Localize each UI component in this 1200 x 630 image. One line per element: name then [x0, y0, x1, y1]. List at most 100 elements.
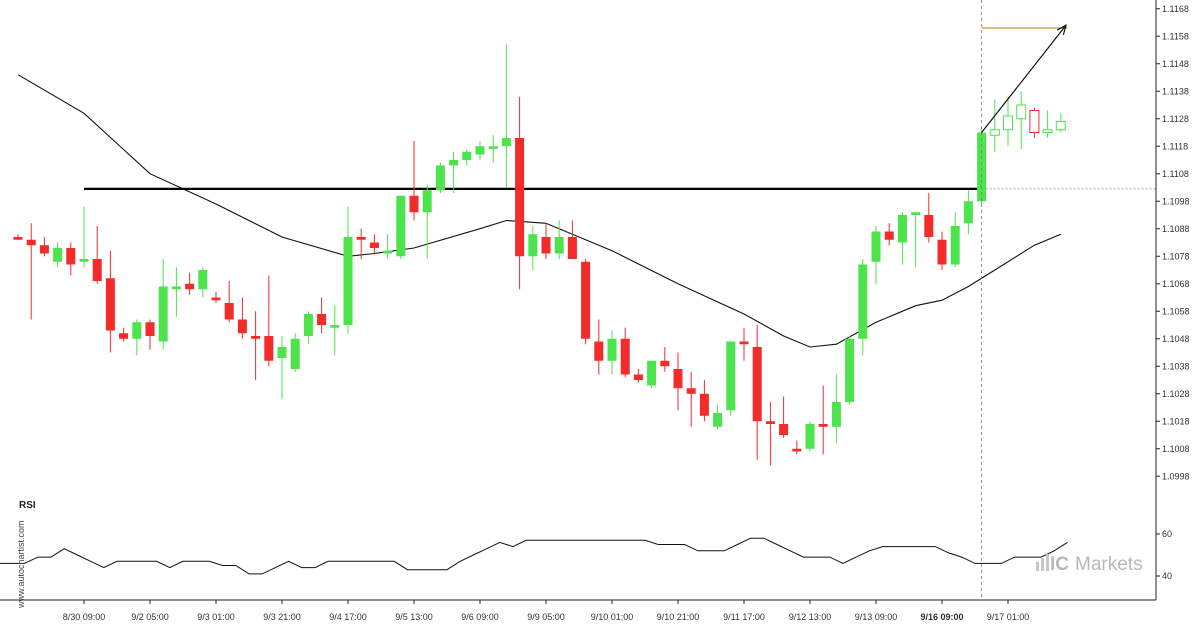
candle-body	[1029, 110, 1040, 133]
rsi-tick-label: 60	[1162, 529, 1172, 539]
candle-body	[713, 413, 723, 427]
price-tick-label: 1.1078	[1162, 251, 1190, 261]
candle-body	[303, 314, 313, 336]
candle-body	[488, 146, 498, 149]
moving-average-layer	[17, 74, 1062, 348]
candle	[145, 319, 155, 350]
candle-body	[383, 250, 393, 254]
candle-body	[185, 283, 195, 290]
candle-body	[831, 402, 841, 427]
candle	[554, 220, 564, 259]
candle-body	[818, 424, 828, 427]
time-tick-label: 9/11 17:00	[723, 612, 765, 622]
rsi-panel: RSI 60 40	[0, 500, 1172, 581]
candle-body	[594, 341, 604, 361]
candle-body	[977, 132, 987, 202]
candle	[409, 140, 419, 221]
candle	[897, 212, 907, 265]
candle	[620, 327, 630, 378]
candle	[330, 305, 340, 356]
moving-average-line	[17, 74, 1062, 348]
price-tick-label: 1.1088	[1162, 224, 1190, 234]
candle-body	[132, 322, 142, 339]
candle	[581, 259, 591, 345]
candle-body	[660, 360, 670, 367]
candle-body	[686, 388, 696, 394]
candle-body	[950, 226, 960, 265]
candle-body	[211, 297, 221, 301]
candle-body	[53, 248, 63, 262]
candle-body	[673, 369, 683, 389]
candle-body	[449, 160, 459, 166]
candle-body	[884, 231, 894, 240]
candle	[449, 151, 459, 193]
candle-body	[541, 237, 551, 254]
candle	[739, 327, 749, 361]
candle	[937, 231, 947, 270]
candle-body	[251, 336, 261, 339]
candle-body	[1016, 104, 1027, 120]
candle	[185, 272, 195, 295]
candle-body	[620, 338, 630, 375]
candle-body	[409, 195, 419, 213]
candle-body	[647, 360, 657, 386]
candle	[831, 374, 841, 444]
time-tick-label: 9/5 13:00	[395, 612, 433, 622]
candle	[237, 297, 247, 339]
candle	[699, 380, 709, 422]
candle	[171, 267, 181, 317]
candle	[105, 250, 115, 353]
candle	[356, 228, 366, 259]
candle	[53, 242, 63, 268]
candle	[13, 234, 23, 240]
candle-body	[171, 286, 181, 290]
candle	[607, 330, 617, 375]
candle-body	[633, 374, 643, 380]
time-tick-label: 9/13 09:00	[855, 612, 898, 622]
candle	[528, 226, 538, 270]
candle	[594, 319, 604, 375]
candle-body	[897, 215, 907, 243]
candle-body	[845, 338, 855, 402]
candle-body	[145, 322, 155, 336]
price-tick-label: 1.1158	[1162, 31, 1189, 41]
time-tick-label: 8/30 09:00	[63, 612, 106, 622]
rsi-tick-label: 40	[1162, 571, 1172, 581]
brand-logo: IC Markets	[1036, 554, 1143, 575]
candle-body	[699, 393, 709, 416]
candle	[396, 195, 406, 259]
candle	[792, 440, 802, 455]
candle	[1029, 107, 1040, 138]
forecast-arrow-head	[1056, 24, 1067, 36]
candle	[911, 212, 921, 268]
candle	[1016, 91, 1027, 149]
candle	[871, 226, 881, 284]
candle-body	[607, 338, 617, 361]
watermark: www.autochartist.com	[16, 520, 26, 609]
candle-body	[515, 138, 525, 257]
candle	[858, 259, 868, 356]
candle	[884, 223, 894, 246]
candle	[1055, 113, 1066, 133]
candle-body	[224, 303, 234, 320]
candle-body	[26, 239, 36, 246]
candle-body	[779, 424, 789, 435]
candle-body	[462, 151, 472, 160]
candle-body	[330, 325, 340, 328]
candle-body	[765, 421, 775, 424]
candle-body	[422, 190, 432, 213]
brand-mark-icon	[1036, 554, 1049, 571]
candle	[277, 336, 287, 400]
candle-body	[726, 341, 736, 411]
price-tick-label: 1.1138	[1162, 86, 1189, 96]
candle-body	[567, 237, 577, 259]
forecast-layer	[981, 0, 1068, 600]
candle	[950, 212, 960, 268]
candle-body	[39, 245, 49, 254]
candle-body	[356, 237, 366, 240]
brand-name: Markets	[1075, 554, 1143, 575]
candle	[501, 44, 511, 188]
time-axis: 8/30 09:00 9/2 05:00 9/3 01:00 9/3 21:00 9/4…	[63, 600, 1029, 622]
candle-body	[13, 237, 23, 240]
